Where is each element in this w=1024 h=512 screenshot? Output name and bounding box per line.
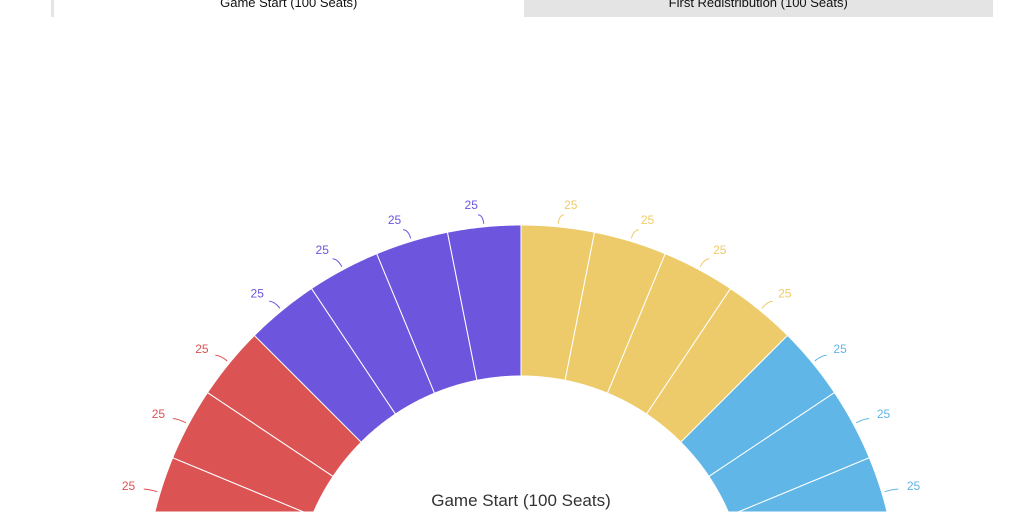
tab-game-start[interactable]: Game Start (100 Seats) [51,0,524,17]
data-label: 25 [877,407,891,421]
tab-first-redistribution[interactable]: First Redistribution (100 Seats) [523,0,993,17]
tab-bar: Game Start (100 Seats) First Redistribut… [51,0,993,17]
label-connector [855,418,870,424]
data-label: 25 [833,342,847,356]
data-label: 25 [316,243,330,257]
data-label: 25 [564,198,578,212]
label-connector [143,488,158,493]
center-label: Game Start (100 Seats) [431,491,611,510]
data-label: 25 [778,287,792,301]
data-label: 25 [907,479,921,493]
data-label: 25 [388,213,402,227]
label-connector [884,488,899,493]
label-connector [699,258,710,268]
segment[interactable] [154,457,304,512]
data-label: 25 [152,407,166,421]
label-connector [557,214,565,224]
label-connector [814,354,827,362]
data-label: 25 [465,198,479,212]
label-connector [761,300,773,309]
data-label: 25 [641,213,655,227]
label-connector [215,354,228,362]
label-connector [630,229,639,239]
label-connector [403,229,412,239]
data-label: 25 [122,479,136,493]
data-label: 25 [195,342,209,356]
data-label: 25 [713,243,727,257]
label-connector [332,258,343,268]
segment[interactable] [738,457,888,512]
label-connector [269,300,281,309]
label-connector [172,418,187,424]
label-connector [477,214,485,224]
data-label: 25 [251,287,265,301]
